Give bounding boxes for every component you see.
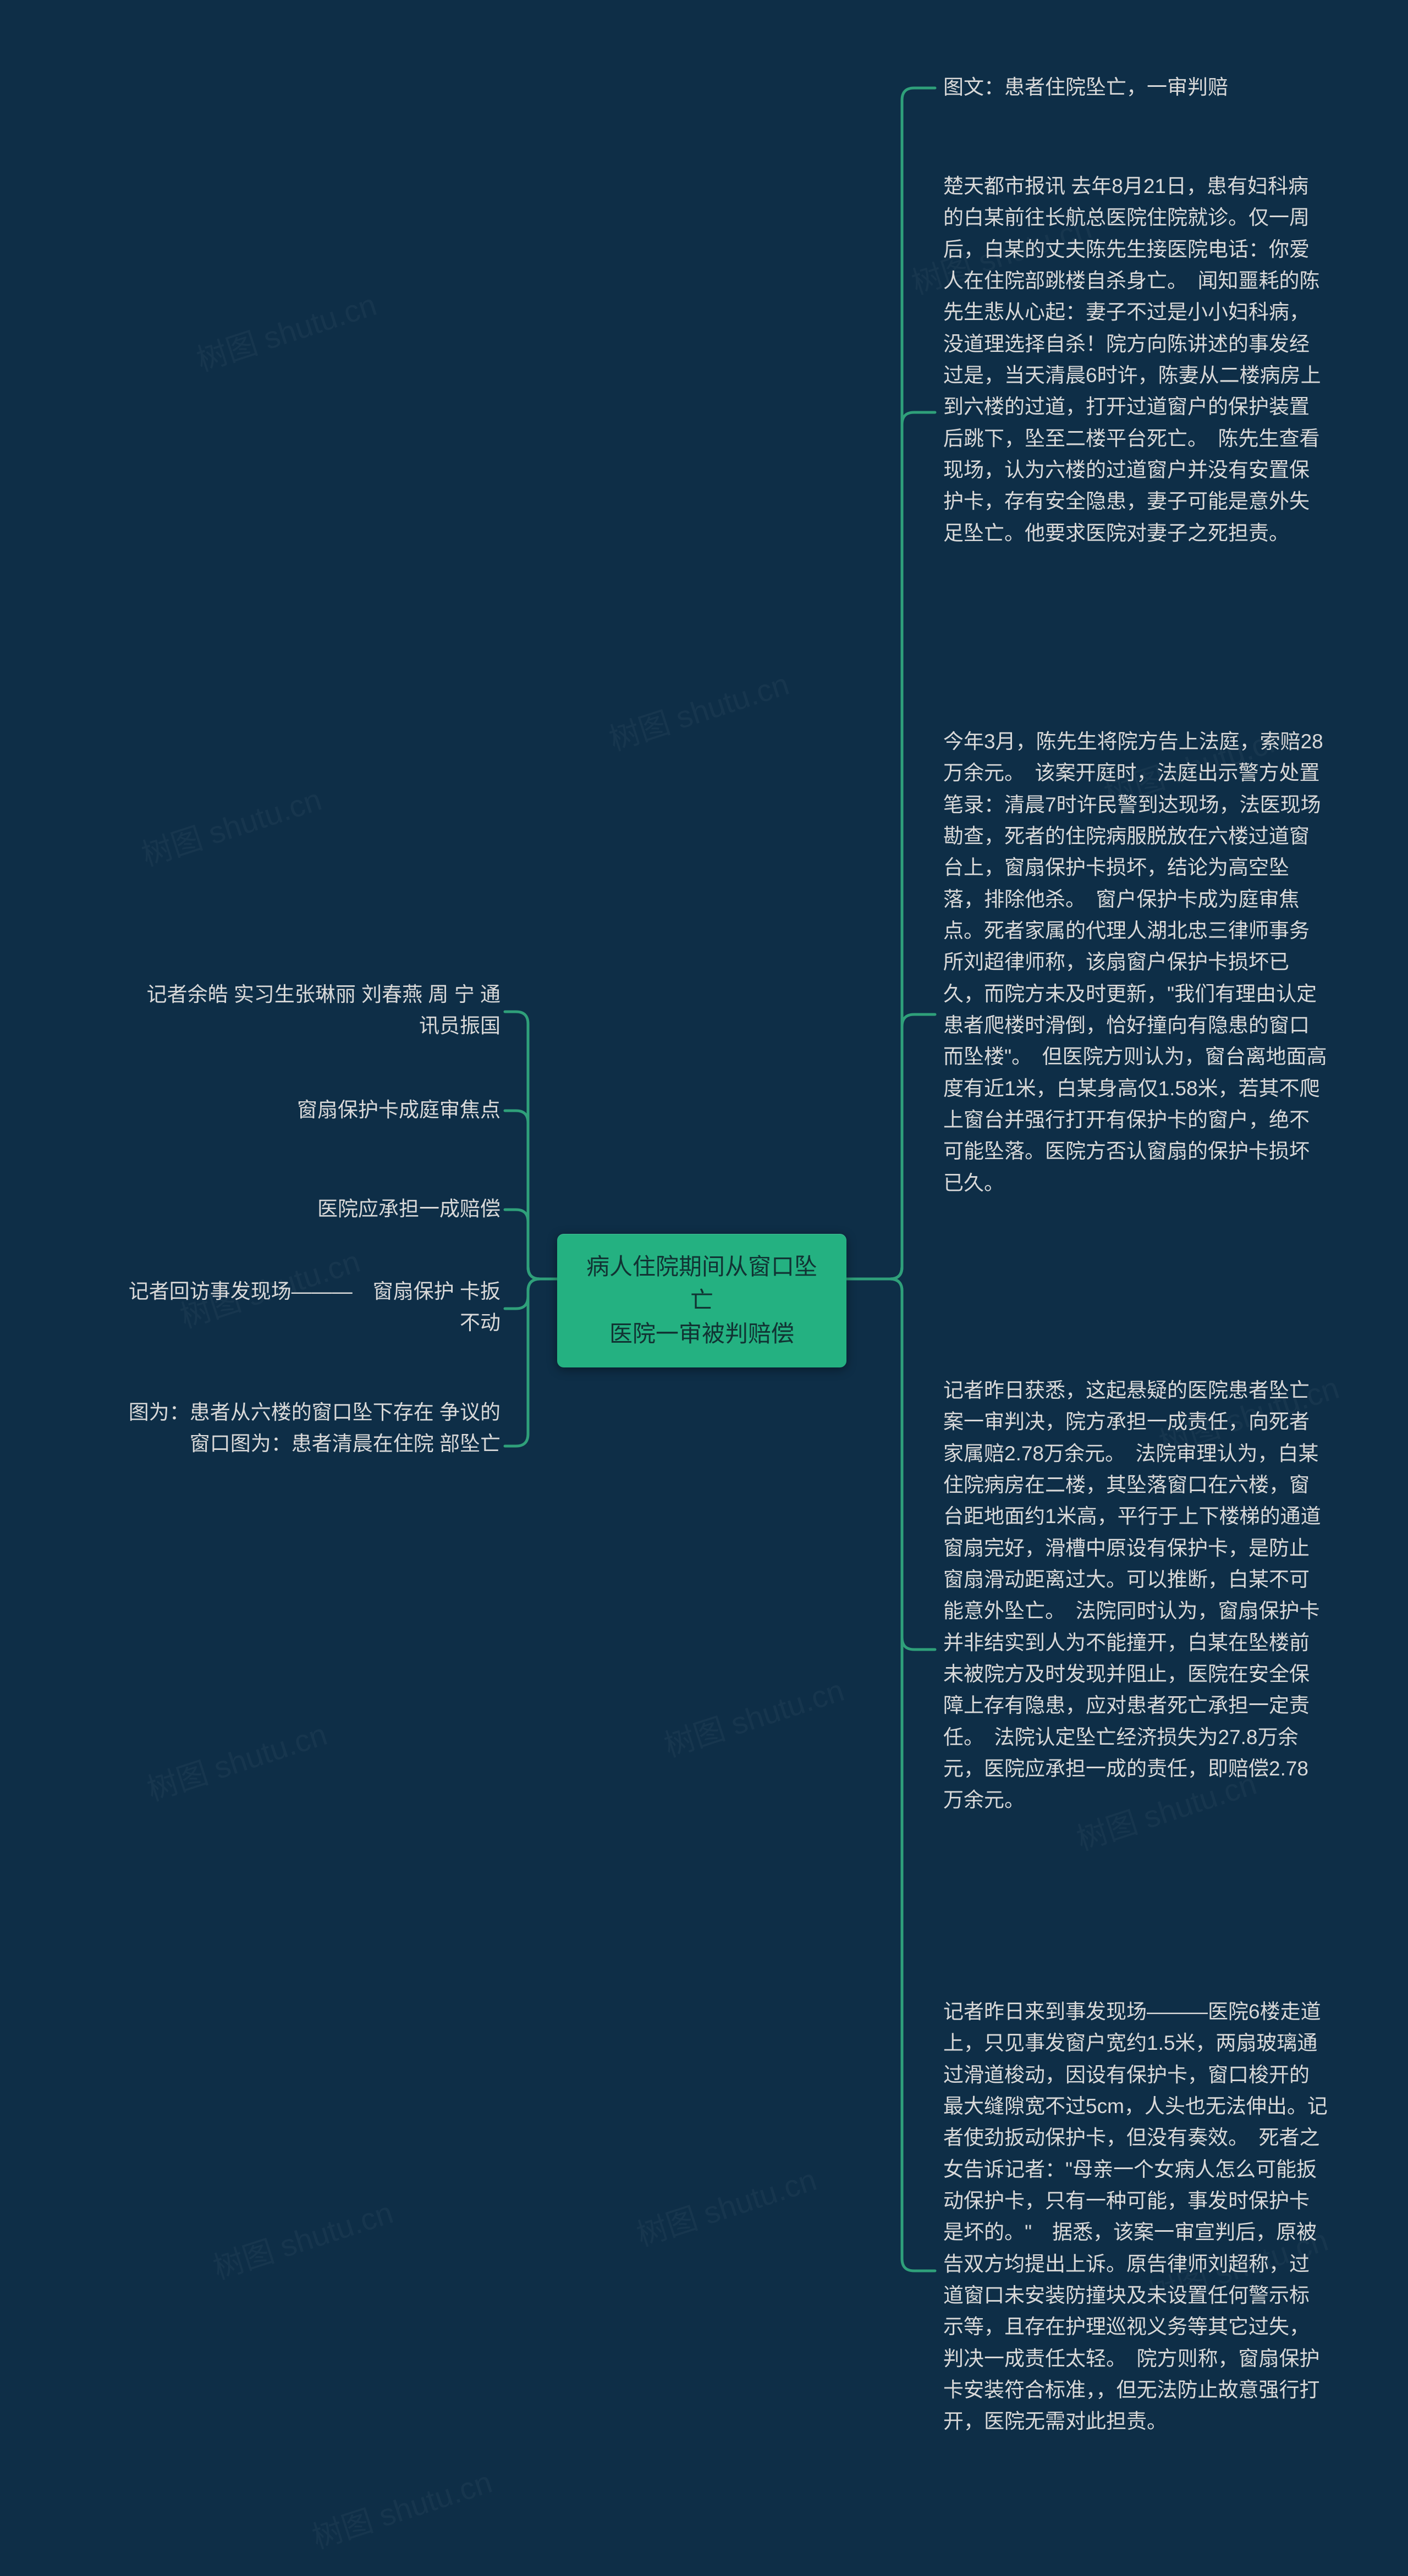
watermark: 树图 shutu.cn: [141, 1710, 332, 1810]
branch-R1[interactable]: 图文：患者住院坠亡，一审判赔: [943, 71, 1284, 103]
branch-R2[interactable]: 楚天都市报讯 去年8月21日，患有妇科病的白某前往长航总医院住院就诊。仅一周后，…: [943, 170, 1328, 549]
center-topic[interactable]: 病人住院期间从窗口坠亡 医院一审被判赔偿: [557, 1234, 846, 1367]
branch-L2[interactable]: 窗扇保护卡成庭审焦点: [264, 1094, 501, 1126]
branch-R4[interactable]: 记者昨日获悉，这起悬疑的医院患者坠亡案一审判决，院方承担一成责任，向死者家属赔2…: [943, 1375, 1328, 1816]
branch-R3[interactable]: 今年3月，陈先生将院方告上法庭，索赔28万余元。 该案开庭时，法庭出示警方处置笔…: [943, 726, 1328, 1199]
branch-L4[interactable]: 记者回访事发现场——— 窗扇保护 卡扳不动: [127, 1276, 501, 1339]
branch-L3[interactable]: 医院应承担一成赔偿: [286, 1193, 501, 1224]
mindmap-canvas: 病人住院期间从窗口坠亡 医院一审被判赔偿 树图 shutu.cn 树图 shutu…: [0, 0, 1408, 2576]
watermark: 树图 shutu.cn: [630, 2155, 822, 2255]
watermark: 树图 shutu.cn: [658, 1666, 849, 1766]
watermark: 树图 shutu.cn: [190, 280, 382, 380]
watermark: 树图 shutu.cn: [603, 660, 794, 760]
branch-L1[interactable]: 记者余皓 实习生张琳丽 刘春燕 周 宁 通讯员振国: [127, 979, 501, 1042]
watermark: 树图 shutu.cn: [135, 775, 327, 875]
watermark: 树图 shutu.cn: [207, 2188, 398, 2288]
branch-R5[interactable]: 记者昨日来到事发现场———医院6楼走道上，只见事发窗户宽约1.5米，两扇玻璃通过…: [943, 1996, 1328, 2437]
branch-L5[interactable]: 图为：患者从六楼的窗口坠下存在 争议的窗口图为：患者清晨在住院 部坠亡: [127, 1397, 501, 1460]
watermark: 树图 shutu.cn: [306, 2458, 497, 2558]
